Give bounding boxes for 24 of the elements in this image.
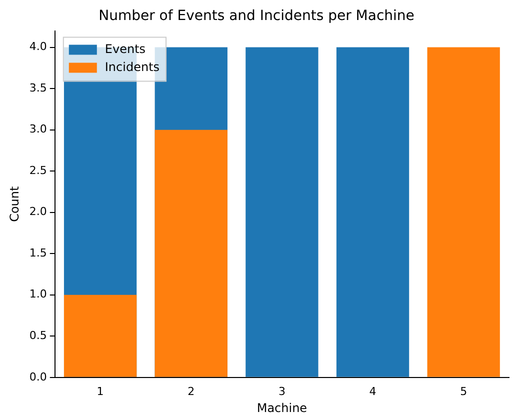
x-tick-label: 3: [278, 384, 286, 398]
x-tick-label: 2: [188, 384, 195, 398]
bar: [336, 47, 410, 377]
y-tick-label: 1.5: [29, 246, 47, 260]
x-tick-label: 4: [369, 384, 376, 398]
y-tick-label: 3.0: [29, 122, 47, 136]
bar: [154, 130, 228, 377]
y-tick-label: 2.0: [29, 205, 47, 218]
y-tick-label: 0.5: [29, 328, 47, 342]
chart-title: Number of Events and Incidents per Machine: [98, 8, 414, 24]
y-tick-label: 0.0: [29, 370, 47, 384]
bar: [64, 294, 137, 377]
y-tick-label: 4.0: [29, 40, 47, 54]
legend-label: Events: [104, 42, 146, 56]
bar: [246, 47, 318, 377]
x-tick-label: 1: [96, 384, 104, 398]
y-tick-label: 3.5: [29, 81, 47, 94]
x-axis-title: Machine: [256, 400, 308, 415]
x-tick-label: 5: [460, 384, 468, 398]
y-tick-label: 2.5: [29, 164, 47, 177]
y-axis-title: Count: [7, 186, 22, 222]
legend-label: Incidents: [104, 60, 160, 74]
y-tick-label: 1.0: [29, 288, 47, 301]
bar: [427, 47, 500, 377]
